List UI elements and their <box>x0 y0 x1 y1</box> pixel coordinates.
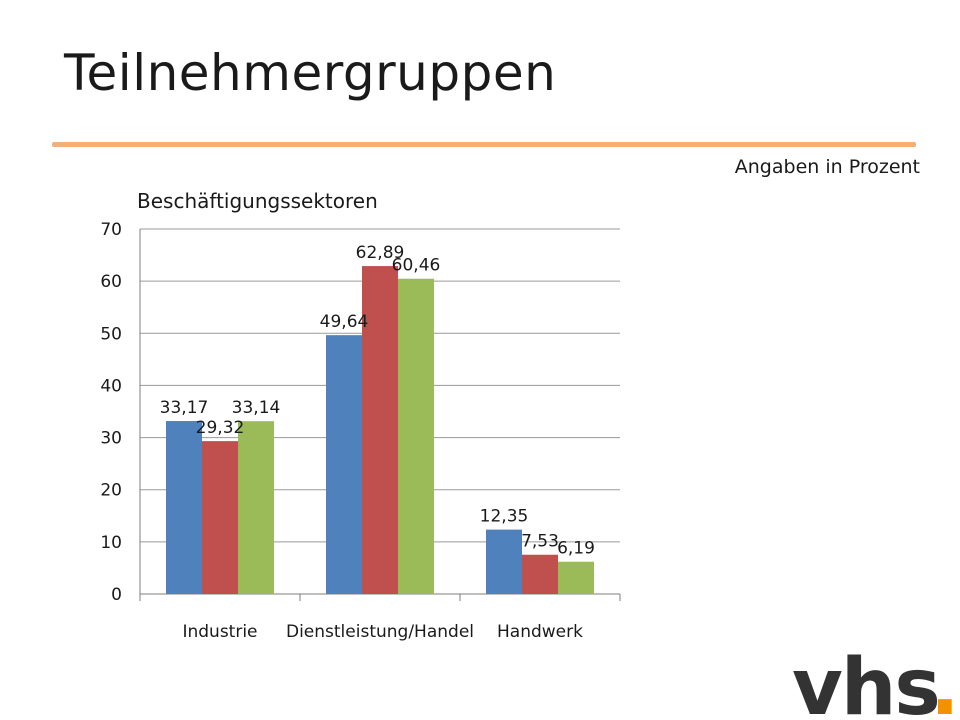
y-tick-label: 0 <box>111 585 122 605</box>
bar <box>166 421 202 594</box>
y-tick-label: 30 <box>100 429 122 449</box>
bar <box>202 441 238 594</box>
data-label: 12,35 <box>480 507 529 527</box>
x-tick-label: Industrie <box>182 622 257 642</box>
y-tick-label: 70 <box>100 220 122 240</box>
units-note: Angaben in Prozent <box>734 156 920 178</box>
bar <box>486 529 522 594</box>
bar <box>362 266 398 594</box>
bar <box>326 335 362 594</box>
data-label: 33,14 <box>232 398 281 418</box>
data-label: 6,19 <box>557 539 595 559</box>
title-divider <box>52 142 916 147</box>
y-tick-label: 40 <box>100 376 122 396</box>
logo-text: vhs <box>792 643 939 720</box>
bar <box>558 561 594 594</box>
data-label: 7,53 <box>521 532 559 552</box>
bar <box>398 278 434 594</box>
data-label: 62,89 <box>356 243 405 263</box>
y-tick-label: 60 <box>100 272 122 292</box>
bars <box>166 266 594 594</box>
x-tick-label: Handwerk <box>497 622 583 642</box>
data-label: 29,32 <box>196 418 245 438</box>
y-tick-label: 20 <box>100 481 122 501</box>
logo-dot: . <box>930 643 960 720</box>
bar <box>522 554 558 594</box>
data-label: 60,46 <box>392 256 441 276</box>
chart-title: Beschäftigungssektoren <box>137 189 378 213</box>
y-tick-label: 50 <box>100 324 122 344</box>
data-label: 49,64 <box>320 312 369 332</box>
y-tick-label: 10 <box>100 533 122 553</box>
data-label: 33,17 <box>160 398 209 418</box>
bar <box>238 421 274 594</box>
page-title: Teilnehmergruppen <box>64 44 557 102</box>
x-tick-label: Dienstleistung/Handel <box>286 622 474 642</box>
vhs-logo: vhs . <box>792 643 960 720</box>
